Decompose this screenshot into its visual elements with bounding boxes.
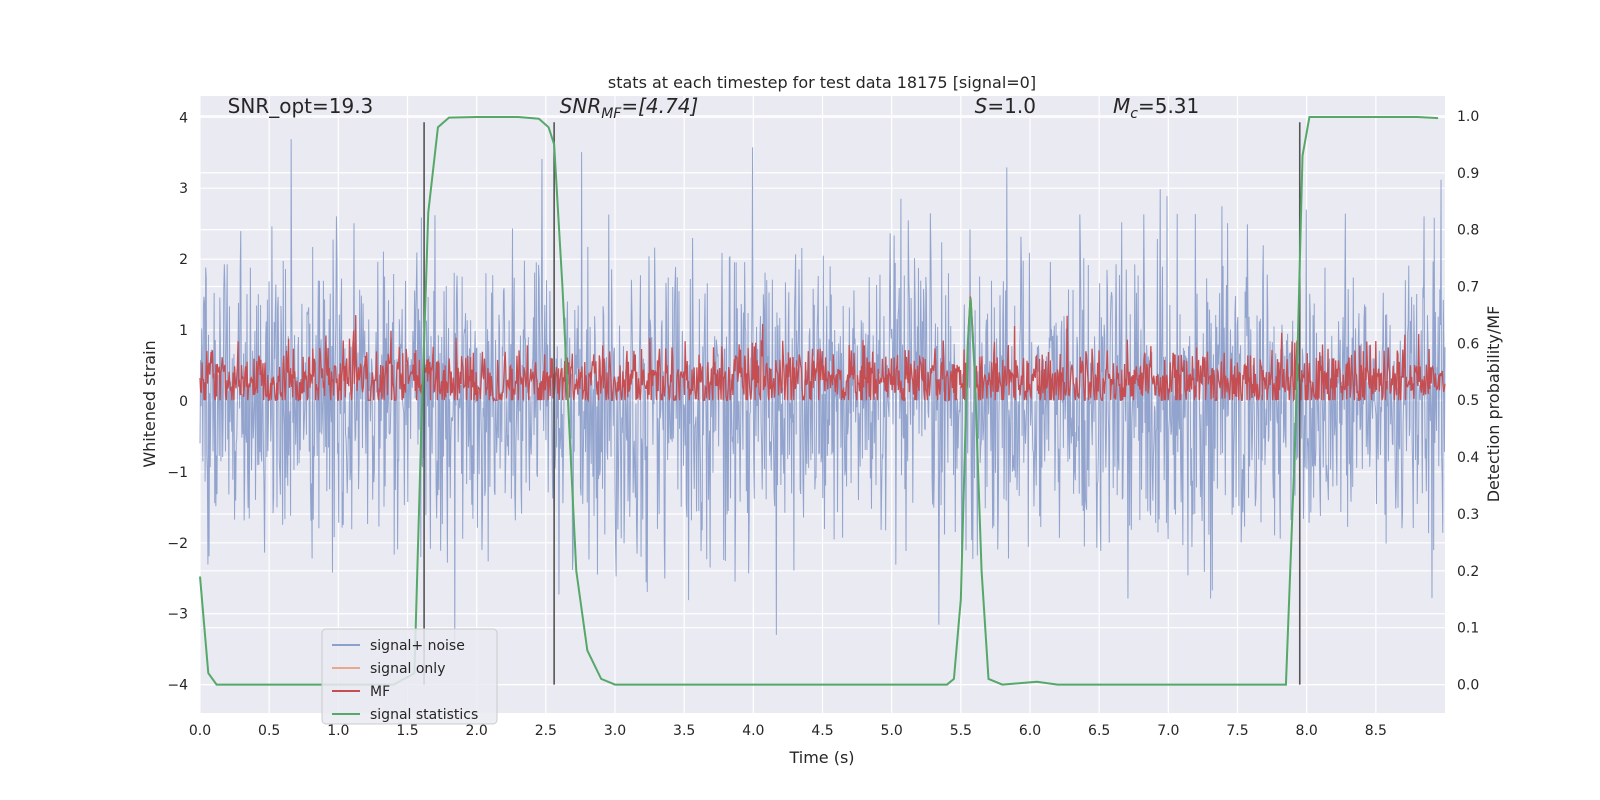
x-tick-label-10: 5.0 [881,723,903,739]
annotation-3: Mc=5.31 [1113,94,1199,122]
series-mf [199,296,1446,403]
x-tick-label-15: 7.5 [1226,723,1248,739]
y-tick-label-right-0: 1.0 [1457,109,1479,125]
y-tick-label-right-2: 0.8 [1457,223,1479,239]
x-tick-label-11: 5.5 [950,723,972,739]
series-line-mf [199,296,1446,403]
y-tick-label-right-10: 0.0 [1457,678,1479,694]
y-tick-label-right-4: 0.6 [1457,336,1479,352]
x-tick-label-14: 7.0 [1157,723,1179,739]
vertical-markers [423,122,1301,685]
y-tick-label-right-5: 0.5 [1457,393,1479,409]
x-tick-label-2: 1.0 [327,723,349,739]
y-tick-label-right-9: 0.1 [1457,621,1479,637]
x-tick-label-4: 2.0 [466,723,488,739]
x-tick-label-13: 6.5 [1088,723,1110,739]
legend-label-1: signal only [370,661,445,677]
x-tick-label-12: 6.0 [1019,723,1041,739]
y-tick-label-right-6: 0.4 [1457,450,1479,466]
y-axis-label-left: Whitened strain [140,340,159,467]
legend: signal+ noise signal only MF signal statist… [321,628,498,725]
x-tick-label-3: 1.5 [396,723,418,739]
annotation-1: SNRMF=[4.74] [560,94,699,122]
y-axis-label-right: Detection probability/MF [1484,306,1503,503]
x-tick-label-17: 8.5 [1365,723,1387,739]
ticks: 0.0 0.5 1.0 1.5 2.0 2.5 3.0 3.5 4.0 4.5 5.0 5.5 6.0 6… [167,109,1479,739]
chart-title: stats at each timestep for test data 181… [608,73,1036,92]
y-tick-label-left-3: 1 [179,323,188,339]
x-axis-label: Time (s) [788,748,854,767]
y-tick-label-left-0: 4 [179,110,188,126]
annotations: SNR_opt=19.3 SNRMF=[4.74] S=1.0 Mc=5.31 [228,94,1200,122]
y-tick-label-right-8: 0.2 [1457,564,1479,580]
x-tick-label-0: 0.0 [189,723,211,739]
legend-label-0: signal+ noise [370,638,465,654]
y-tick-label-left-5: −1 [167,465,188,481]
x-tick-label-8: 4.0 [742,723,764,739]
x-tick-label-1: 0.5 [258,723,280,739]
y-tick-label-right-3: 0.7 [1457,280,1479,296]
series-signal-noise [199,139,1446,649]
x-tick-label-16: 8.0 [1296,723,1318,739]
x-tick-label-6: 3.0 [604,723,626,739]
y-tick-label-left-8: −4 [167,678,188,694]
series-line-signal-noise [199,139,1446,649]
x-tick-label-5: 2.5 [535,723,557,739]
x-tick-label-9: 4.5 [811,723,833,739]
y-tick-label-left-7: −3 [167,607,188,623]
legend-label-2: MF [370,684,390,700]
y-tick-label-right-1: 0.9 [1457,166,1479,182]
y-tick-label-left-6: −2 [167,536,188,552]
annotation-0: SNR_opt=19.3 [228,94,374,118]
y-tick-label-right-7: 0.3 [1457,507,1479,523]
annotation-2: S=1.0 [975,94,1036,118]
y-tick-label-left-4: 0 [179,394,188,410]
legend-label-3: signal statistics [370,707,478,723]
y-tick-label-left-1: 3 [179,181,188,197]
legend-box [321,628,498,725]
x-tick-label-7: 3.5 [673,723,695,739]
y-tick-label-left-2: 2 [179,252,188,268]
